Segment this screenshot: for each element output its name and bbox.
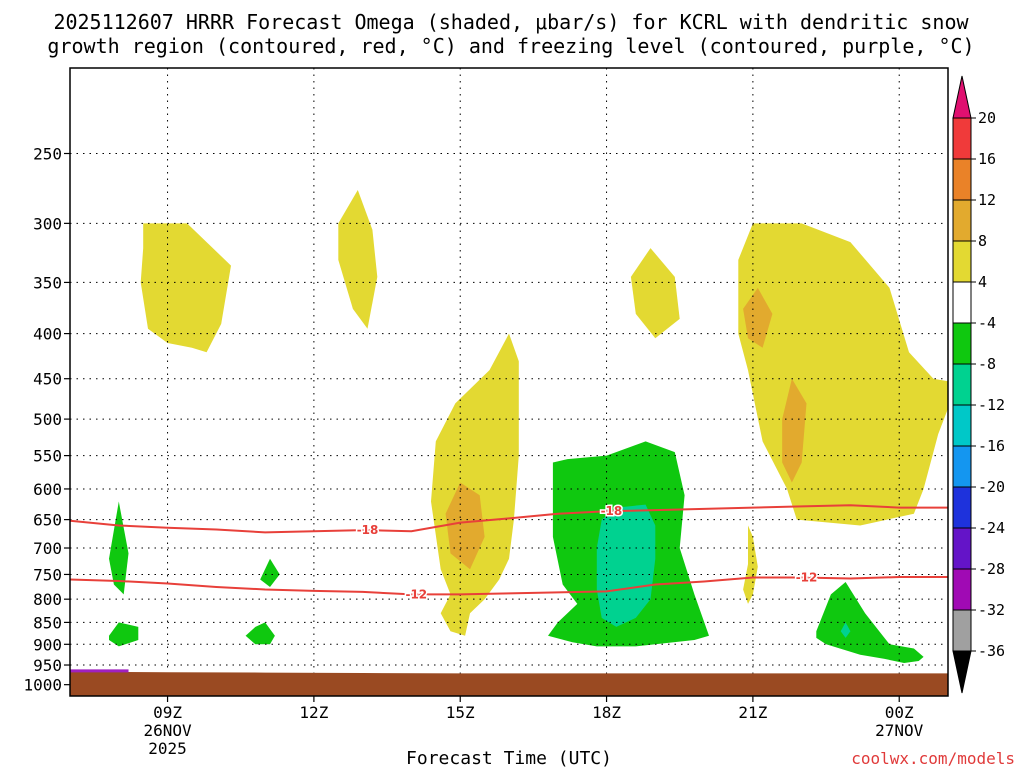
y-tick-label-800: 800 [33,590,62,609]
isotherm-label--18-2: -18 [601,504,623,518]
omega-region-5 [630,248,680,339]
x-axis-label: Forecast Time (UTC) [406,748,612,768]
isotherm-label--12-2: -12 [796,571,818,585]
colorbar-label-11: -24 [978,519,1005,537]
omega-region-3 [431,333,519,636]
omega-region-9 [743,525,758,604]
x-tick-label-00Z-1: 00Z [885,703,914,722]
colorbar-label-8: -12 [978,396,1005,414]
colorbar-label-13: -32 [978,601,1005,619]
isotherm-label--12-1: -12 [405,587,427,601]
colorbar-bin-2 [952,158,972,201]
colorbar-bin-7 [952,363,972,406]
y-tick-label-400: 400 [33,325,62,344]
colorbar-label-1: 20 [978,109,996,127]
omega-region-12 [109,622,139,647]
colorbar: 20 16 12 8 4 -4 -8 -12 -16 -20 -24 -28 -32 -36 [952,75,1005,694]
isotherm-line--18 [70,504,948,534]
colorbar-label-12: -28 [978,560,1005,578]
colorbar-bin-12 [952,568,972,611]
omega-region-13 [245,622,275,645]
colorbar-bin-9 [952,445,972,488]
colorbar-label-5: 4 [978,273,987,291]
y-tick-label-850: 850 [33,613,62,632]
x-tick-label-09Z-3: 2025 [148,739,187,758]
omega-region-17 [840,622,851,638]
colorbar-bin-4 [952,240,972,283]
y-tick-label-950: 950 [33,656,62,675]
colorbar-bin-13 [952,609,972,652]
colorbar-label-9: -16 [978,437,1005,455]
y-tick-label-300: 300 [33,214,62,233]
omega-region-11 [260,558,280,587]
chart-title-line-1: 2025112607 HRRR Forecast Omega (shaded, … [53,10,969,34]
y-tick-label-700: 700 [33,539,62,558]
y-tick-label-900: 900 [33,635,62,654]
chart-title-line-2: growth region (contoured, red, °C) and f… [47,34,974,58]
y-tick-label-1000: 1000 [23,676,62,695]
colorbar-label-10: -20 [978,478,1005,496]
colorbar-bin-1 [952,117,972,160]
omega-region-7 [743,287,773,348]
y-tick-label-350: 350 [33,273,62,292]
colorbar-bin-6 [952,322,972,365]
x-tick-label-15Z-1: 15Z [446,703,475,722]
colorbar-bin-10 [952,486,972,529]
y-tick-label-450: 450 [33,370,62,389]
isotherm-label--18-1: -18 [357,523,379,537]
axes: 250 300 350 400 450 500 550 600 650 700 750 800 850 9… [23,67,949,758]
omega-region-15 [596,504,656,627]
colorbar-bin-8 [952,404,972,447]
x-tick-label-09Z-1: 09Z [153,703,182,722]
terrain-fill [70,671,948,696]
x-tick-label-12Z-1: 12Z [299,703,328,722]
colorbar-bin-3 [952,199,972,242]
colorbar-label-3: 12 [978,191,996,209]
colorbar-bottom-arrow [952,650,972,694]
colorbar-bin-5 [952,281,972,324]
colorbar-top-arrow [952,75,972,119]
credit-text: coolwx.com/models [851,749,1015,768]
omega-region-10 [109,501,129,595]
y-tick-label-500: 500 [33,410,62,429]
y-tick-label-600: 600 [33,480,62,499]
x-tick-label-18Z-1: 18Z [592,703,621,722]
omega-region-2 [338,190,378,329]
omega-region-8 [782,378,807,483]
colorbar-label-6: -4 [978,314,996,332]
colorbar-bin-11 [952,527,972,570]
colorbar-label-14: -36 [978,642,1005,660]
plot-area: -18 -18 -12 -12 [70,68,948,696]
colorbar-label-2: 16 [978,150,996,168]
x-tick-label-00Z-2: 27NOV [875,721,924,740]
y-tick-label-750: 750 [33,565,62,584]
colorbar-label-7: -8 [978,355,996,373]
colorbar-label-4: 8 [978,232,987,250]
y-tick-label-650: 650 [33,511,62,530]
omega-region-4 [445,482,485,570]
plot-inner: -18 -18 -12 -12 [70,68,948,696]
plot-frame [69,67,949,697]
omega-region-1 [140,223,231,353]
omega-region-6 [738,223,948,526]
x-tick-label-09Z-2: 26NOV [143,721,192,740]
x-tick-label-21Z-1: 21Z [738,703,767,722]
y-tick-label-550: 550 [33,447,62,466]
isotherm-line--12 [70,576,948,596]
y-tick-label-250: 250 [33,144,62,163]
